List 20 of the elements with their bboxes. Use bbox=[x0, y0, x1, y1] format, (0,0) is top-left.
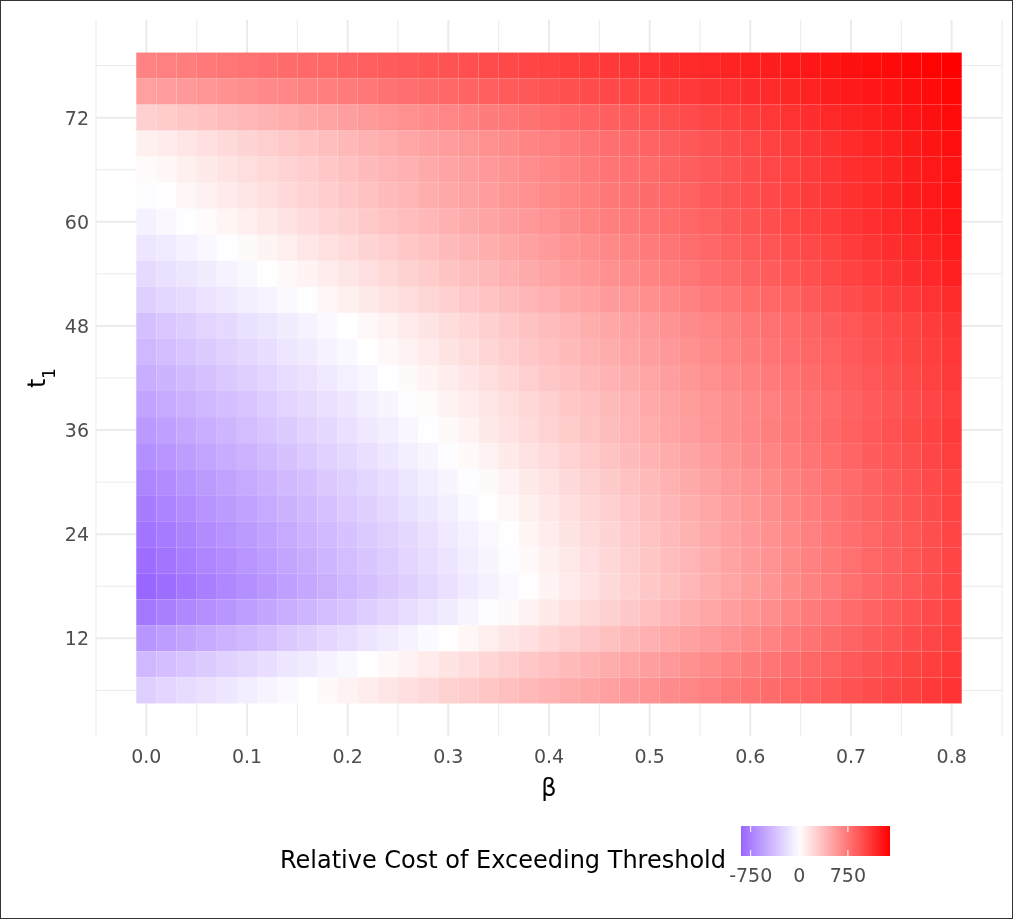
y-tick-label: 12 bbox=[64, 627, 89, 650]
color-bar-title: Relative Cost of Exceeding Threshold bbox=[279, 846, 726, 874]
x-tick-label: 0.5 bbox=[634, 745, 665, 767]
color-bar-label: -750 bbox=[729, 864, 773, 886]
x-tick-label: 0.7 bbox=[835, 745, 867, 767]
y-tick-label: 48 bbox=[64, 314, 89, 337]
y-tick-label: 60 bbox=[64, 210, 89, 233]
x-tick-label: 0.4 bbox=[533, 745, 565, 767]
y-tick-label: 36 bbox=[64, 419, 89, 442]
x-tick-label: 0.2 bbox=[332, 745, 363, 767]
y-tick-label: 72 bbox=[64, 106, 89, 129]
color-bar-label: 0 bbox=[793, 864, 806, 886]
x-tick-label: 0.8 bbox=[936, 745, 967, 767]
x-tick-label: 0.0 bbox=[131, 745, 162, 767]
y-tick-label: 24 bbox=[64, 523, 89, 546]
x-axis-title: β bbox=[541, 774, 557, 802]
x-tick-label: 0.1 bbox=[231, 745, 263, 767]
x-tick-label: 0.3 bbox=[433, 745, 464, 767]
color-bar-label: 750 bbox=[829, 864, 867, 886]
x-tick-label: 0.6 bbox=[735, 745, 766, 767]
